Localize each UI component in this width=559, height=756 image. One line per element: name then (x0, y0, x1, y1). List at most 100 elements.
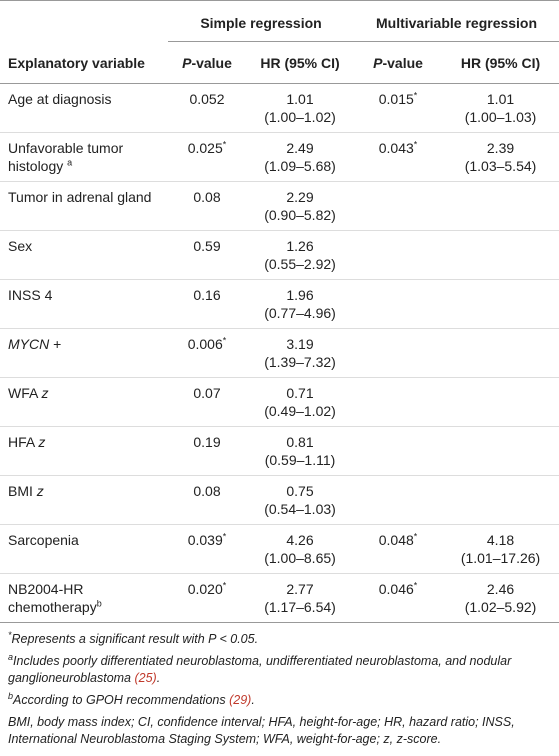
text-segment: 0.048 (378, 532, 414, 548)
text-segment: 0.020 (187, 581, 223, 597)
value-cell (442, 377, 559, 427)
text-segment: * (222, 531, 227, 542)
value-cell: 0.048* (354, 524, 443, 574)
value-cell (354, 328, 443, 378)
variable-cell: Age at diagnosis (0, 83, 168, 133)
text-segment: 2.46 (486, 581, 515, 597)
text-segment: 0.08 (193, 189, 221, 205)
value-cell: 4.26 (1.00–8.65) (246, 524, 355, 574)
text-segment: 0.025 (187, 140, 223, 156)
value-cell: 0.015* (354, 83, 443, 133)
variable-cell: INSS 4 (0, 279, 168, 329)
value-cell: 0.75 (0.54–1.03) (246, 475, 355, 525)
text-segment: < 0.05. (216, 632, 259, 646)
variable-cell: Tumor in adrenal gland (0, 181, 168, 231)
text-segment: 0.75 (286, 483, 314, 499)
text-segment: 2.49 (286, 140, 314, 156)
value-cell (442, 328, 559, 378)
text-segment: 1.96 (286, 287, 314, 303)
value-cell: 0.81 (0.59–1.11) (246, 426, 355, 476)
value-cell: 2.49 (1.09–5.68) (246, 132, 355, 182)
text-segment: z (41, 385, 49, 401)
text-segment: NB2004-HR chemotherapy (8, 581, 97, 615)
value-cell (442, 279, 559, 329)
text-segment: 0.19 (193, 434, 221, 450)
text-segment: 4.26 (286, 532, 314, 548)
text-segment: 1.01 (486, 91, 515, 107)
text-segment: (1.09–5.68) (264, 158, 336, 174)
text-segment: 0.81 (286, 434, 314, 450)
variable-cell: HFA z (0, 426, 168, 476)
empty-header (0, 0, 168, 42)
text-segment: 0.08 (193, 483, 221, 499)
text-segment: 0.07 (193, 385, 221, 401)
variable-cell: MYCN + (0, 328, 168, 378)
text-segment: 3.19 (286, 336, 314, 352)
text-segment: . (156, 671, 161, 685)
value-cell (354, 279, 443, 329)
column-header: P-value (168, 41, 246, 84)
value-cell: 0.07 (168, 377, 246, 427)
value-cell: 0.08 (168, 181, 246, 231)
table-row: MYCN +0.006* 3.19 (1.39–7.32) (0, 328, 559, 378)
text-segment: (0.49–1.02) (264, 403, 336, 419)
table-row: Age at diagnosis 0.052 1.01 (1.00–1.02) 0.01… (0, 83, 559, 133)
value-cell (354, 426, 443, 476)
value-cell: 0.039* (168, 524, 246, 574)
value-cell: 0.046* (354, 573, 443, 623)
table-row: INSS 4 0.16 1.96 (0.77–4.96) (0, 279, 559, 329)
footnote: *Represents a significant result with P … (8, 629, 551, 648)
text-segment: * (413, 531, 418, 542)
column-header: P-value (354, 41, 443, 84)
text-segment: P (373, 55, 383, 71)
text-segment: a (8, 651, 14, 662)
text-segment: 0.16 (193, 287, 221, 303)
text-segment: -value (382, 55, 423, 71)
value-cell: 0.08 (168, 475, 246, 525)
text-segment: -value (191, 55, 232, 71)
results-table: Simple regression Multivariable regressi… (0, 0, 559, 623)
variable-cell: BMI z (0, 475, 168, 525)
variable-cell: Sex (0, 230, 168, 280)
text-segment: * (413, 139, 418, 150)
text-segment: 0.71 (286, 385, 314, 401)
text-segment: P (208, 632, 217, 646)
table-row: WFA z 0.07 0.71 (0.49–1.02) (0, 377, 559, 427)
text-segment: * (222, 139, 227, 150)
text-segment: P (182, 55, 192, 71)
value-cell: 0.052 (168, 83, 246, 133)
text-segment: (25) (134, 671, 157, 685)
footnote: aIncludes poorly differentiated neurobla… (8, 651, 551, 687)
text-segment: WFA (8, 385, 42, 401)
text-segment: BMI, body mass index; CI, confidence int… (8, 715, 515, 746)
text-segment: 0.046 (378, 581, 414, 597)
text-segment: b (8, 690, 14, 701)
value-cell: 2.29 (0.90–5.82) (246, 181, 355, 231)
value-cell: 0.043* (354, 132, 443, 182)
text-segment: (0.90–5.82) (264, 207, 336, 223)
value-cell: 1.96 (0.77–4.96) (246, 279, 355, 329)
text-segment: * (8, 629, 12, 640)
text-segment: 0.006 (187, 336, 223, 352)
table-row: Sex 0.59 1.26 (0.55–2.92) (0, 230, 559, 280)
text-segment: 0.59 (193, 238, 221, 254)
text-segment: INSS 4 (8, 287, 53, 303)
text-segment: z (38, 434, 46, 450)
column-row: Explanatory variable P-value HR (95% CI) P-… (0, 41, 559, 84)
value-cell: 0.006* (168, 328, 246, 378)
table-row: Tumor in adrenal gland 0.08 2.29 (0.90–5.82… (0, 181, 559, 231)
value-cell: 0.020* (168, 573, 246, 623)
footnotes: *Represents a significant result with P … (0, 623, 559, 748)
column-header: HR (95% CI) (246, 41, 355, 84)
value-cell (442, 181, 559, 231)
value-cell (442, 475, 559, 525)
value-cell: 2.77 (1.17–6.54) (246, 573, 355, 623)
text-segment: (0.55–2.92) (264, 256, 336, 272)
table-row: BMI z 0.08 0.75 (0.54–1.03) (0, 475, 559, 525)
text-segment: (1.39–7.32) (264, 354, 336, 370)
text-segment: 0.039 (187, 532, 223, 548)
text-segment: MYCN (8, 336, 50, 352)
text-segment: Age at diagnosis (8, 91, 112, 107)
value-cell (354, 475, 443, 525)
value-cell: 1.26 (0.55–2.92) (246, 230, 355, 280)
